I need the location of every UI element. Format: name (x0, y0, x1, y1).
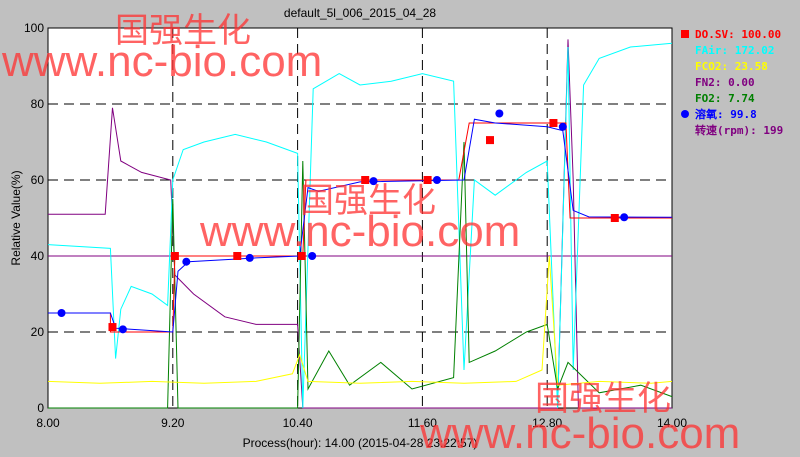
legend-entry: FO2: 7.74 (695, 92, 755, 105)
legend: DO.SV: 100.00 FAir: 172.02 FCO2: 23.58 FN2:… (681, 28, 783, 137)
x-tick-label: 8.00 (36, 416, 60, 430)
marker-溶氧 (558, 122, 567, 131)
watermark-url: www.nc-bio.com (419, 409, 740, 457)
series-line-FAir (47, 42, 673, 409)
legend-entry: 转速(rpm): 199 (695, 123, 783, 137)
x-tick-label: 11.60 (408, 416, 437, 430)
chart-title: default_5l_006_2015_04_28 (284, 6, 436, 20)
x-tick-label: 14.00 (657, 416, 687, 430)
series-line-FN2 (48, 39, 672, 409)
y-tick-label: 80 (31, 97, 45, 111)
marker-DO.SV (233, 252, 242, 260)
watermark: 国强生化 www.nc-bio.com 国强生化 www.nc-bio.com … (1, 12, 740, 457)
marker-DO.SV (486, 136, 494, 145)
watermark-url: www.nc-bio.com (199, 207, 520, 256)
y-tick-label: 0 (37, 401, 44, 415)
legend-entry: FAir: 172.02 (695, 44, 774, 57)
legend-entry: FN2: 0.00 (695, 76, 755, 89)
marker-溶氧 (118, 325, 127, 334)
marker-溶氧 (369, 177, 378, 186)
marker-DO.SV (423, 176, 432, 184)
y-tick-label: 40 (31, 249, 45, 263)
x-tick-label: 10.40 (283, 416, 313, 430)
marker-DO.SV (361, 176, 370, 184)
marker-DO.SV (108, 323, 117, 332)
series-line-FO2 (48, 141, 673, 409)
series-line-FCO2 (47, 255, 673, 386)
marker-溶氧 (57, 309, 66, 317)
legend-square-icon (681, 30, 689, 38)
y-tick-label: 100 (24, 21, 44, 35)
legend-entry: DO.SV: 100.00 (695, 28, 781, 41)
watermark-cn: 国强生化 (535, 380, 671, 418)
marker-溶氧 (182, 257, 191, 266)
marker-溶氧 (245, 253, 254, 262)
y-tick-label: 20 (31, 325, 45, 339)
y-axis-label: Relative Value(%) (9, 170, 23, 265)
legend-entry: 溶氧: 99.8 (695, 107, 757, 121)
watermark-cn: 国强生化 (115, 12, 251, 50)
marker-DO.SV (549, 119, 558, 127)
legend-circle-icon (681, 110, 689, 118)
marker-DO.SV (610, 214, 619, 222)
marker-溶氧 (620, 213, 629, 222)
x-axis-label: Process(hour): 14.00 (2015-04-28 23:22:5… (243, 436, 478, 450)
watermark-url: www.nc-bio.com (1, 37, 322, 86)
marker-溶氧 (432, 176, 441, 184)
marker-DO.SV (170, 252, 179, 260)
marker-溶氧 (495, 109, 504, 118)
y-tick-label: 60 (31, 173, 45, 187)
plot-area (47, 27, 673, 409)
x-tick-label: 12.80 (532, 416, 562, 430)
marker-溶氧 (308, 252, 317, 260)
marker-DO.SV (297, 252, 306, 260)
x-tick-label: 9.20 (161, 416, 185, 430)
legend-entry: FCO2: 23.58 (695, 60, 768, 73)
watermark-cn: 国强生化 (300, 182, 436, 220)
